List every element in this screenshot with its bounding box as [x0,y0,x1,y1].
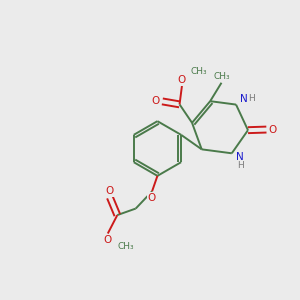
Text: H: H [237,161,244,170]
Text: N: N [236,152,244,162]
Text: CH₃: CH₃ [214,72,230,81]
Text: CH₃: CH₃ [190,67,207,76]
Text: H: H [248,94,255,103]
Text: O: O [105,186,113,196]
Text: O: O [269,124,277,135]
Text: O: O [177,75,185,85]
Text: O: O [152,96,160,106]
Text: N: N [241,94,248,104]
Text: O: O [147,193,156,203]
Text: O: O [103,235,111,245]
Text: CH₃: CH₃ [117,242,134,251]
